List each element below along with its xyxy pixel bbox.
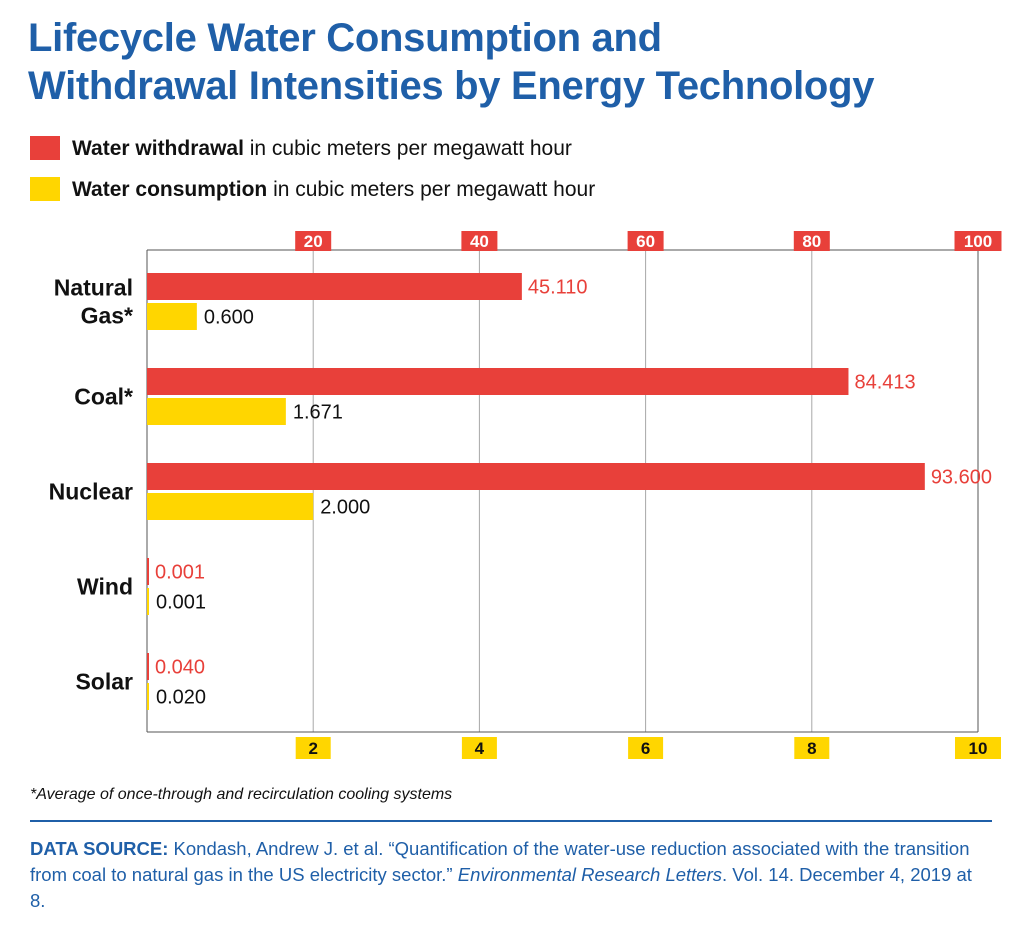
consumption-value-label: 2.000 — [320, 497, 370, 519]
bottom-tick-badge — [794, 737, 830, 759]
category-label: Wind — [77, 574, 133, 600]
legend-consumption: Water consumption in cubic meters per me… — [30, 177, 595, 202]
top-tick-badge — [793, 231, 830, 251]
bottom-tick-badge — [295, 737, 331, 759]
top-tick-badge — [461, 231, 498, 251]
category-label: Nuclear — [49, 479, 133, 505]
bottom-tick-badge — [955, 737, 1001, 759]
source-journal: Environmental Research Letters — [457, 864, 723, 885]
consumption-value-label: 0.001 — [156, 592, 206, 614]
divider — [30, 820, 992, 822]
legend-withdrawal-rest: in cubic meters per megawatt hour — [243, 137, 572, 160]
top-tick-label: 60 — [636, 232, 655, 251]
consumption-bar — [147, 303, 197, 330]
top-tick-label: 100 — [964, 232, 992, 251]
consumption-bar — [147, 398, 286, 425]
top-tick-badge — [954, 231, 1002, 251]
legend-withdrawal: Water withdrawal in cubic meters per meg… — [30, 136, 572, 161]
bottom-tick-badge — [628, 737, 664, 759]
legend-swatch-consumption — [30, 177, 60, 201]
category-label: Coal* — [74, 384, 133, 410]
withdrawal-bar — [147, 653, 149, 680]
data-source: DATA SOURCE: Kondash, Andrew J. et al. “… — [30, 836, 992, 914]
top-tick-badge — [295, 231, 332, 251]
bottom-tick-label: 6 — [641, 739, 650, 758]
consumption-bar — [147, 588, 149, 615]
legend-swatch-withdrawal — [30, 136, 60, 160]
withdrawal-value-label: 45.110 — [528, 277, 588, 299]
top-tick-label: 20 — [304, 232, 323, 251]
source-text-1: Kondash, Andrew J. et al. “Quantificatio… — [30, 838, 970, 885]
category-label: Gas* — [81, 303, 133, 329]
withdrawal-bar — [147, 273, 522, 300]
consumption-bar — [147, 493, 314, 520]
top-tick-label: 40 — [470, 232, 489, 251]
withdrawal-bar — [147, 558, 149, 585]
source-label: DATA SOURCE: — [30, 838, 169, 859]
source-text-2: . Vol. 14. December 4, 2019 at 8. — [30, 864, 972, 911]
footnote: *Average of once-through and recirculati… — [30, 786, 453, 803]
chart-title: Lifecycle Water Consumption and Withdraw… — [28, 14, 1008, 110]
top-tick-label: 80 — [802, 232, 821, 251]
withdrawal-value-label: 93.600 — [931, 467, 992, 489]
consumption-bar — [147, 683, 149, 710]
legend-withdrawal-bold: Water withdrawal — [72, 137, 244, 160]
legend-consumption-bold: Water consumption — [72, 178, 268, 201]
top-tick-badge — [627, 231, 664, 251]
withdrawal-bar — [147, 463, 925, 490]
category-label: Natural — [54, 275, 133, 301]
withdrawal-value-label: 0.040 — [155, 657, 205, 679]
category-label: Solar — [75, 669, 133, 695]
bottom-tick-badge — [461, 737, 497, 759]
withdrawal-bar — [147, 368, 849, 395]
bottom-tick-label: 8 — [807, 739, 816, 758]
title-line-1: Lifecycle Water Consumption and — [28, 16, 662, 60]
consumption-value-label: 1.671 — [293, 402, 343, 424]
title-line-2: Withdrawal Intensities by Energy Technol… — [28, 64, 875, 108]
withdrawal-value-label: 0.001 — [155, 562, 205, 584]
bottom-tick-label: 2 — [308, 739, 317, 758]
bottom-tick-label: 4 — [475, 739, 485, 758]
consumption-value-label: 0.020 — [156, 687, 206, 709]
withdrawal-value-label: 84.413 — [854, 372, 915, 394]
bottom-tick-label: 10 — [969, 739, 988, 758]
legend-consumption-rest: in cubic meters per megawatt hour — [267, 178, 596, 201]
consumption-value-label: 0.600 — [204, 307, 254, 329]
